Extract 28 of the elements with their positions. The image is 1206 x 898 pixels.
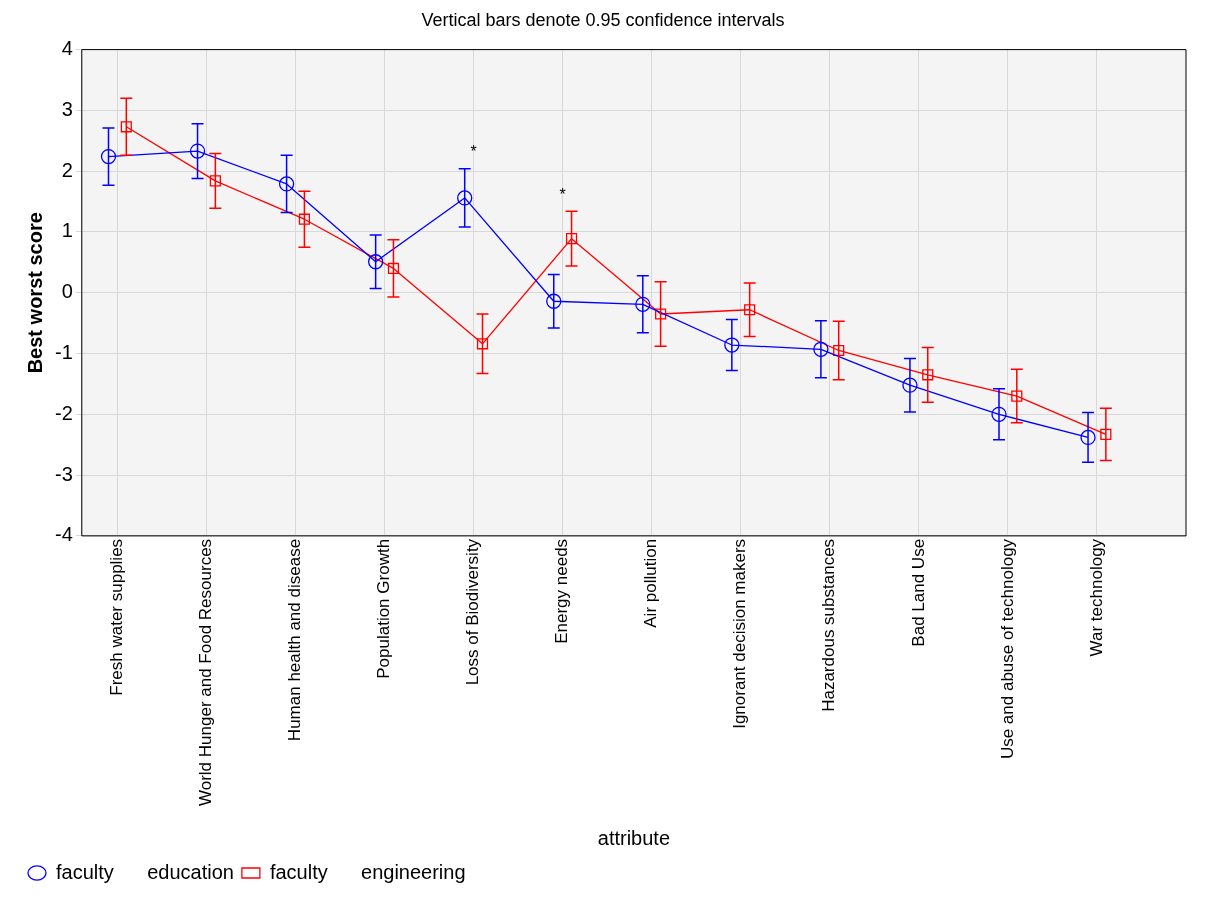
y-tick-label: -3: [54, 462, 73, 485]
y-tick-label: -2: [54, 401, 73, 424]
x-tick-label: Human health and disease: [285, 538, 305, 742]
y-tick-label: 1: [61, 219, 73, 242]
annotation: *: [470, 143, 477, 161]
chart-title: Vertical bars denote 0.95 confidence intervals: [421, 9, 785, 30]
x-tick-label: Hazardous substances: [819, 538, 839, 712]
x-tick-label: Use and abuse of technology: [997, 538, 1017, 760]
legend-label: faculty engineering: [269, 860, 466, 883]
x-tick-label: World Hunger and Food Resources: [196, 538, 216, 807]
y-tick-label: 4: [61, 37, 73, 60]
y-tick-label: 0: [61, 280, 73, 303]
y-tick-label: 3: [61, 97, 73, 120]
x-tick-label: War technology: [1086, 538, 1106, 657]
y-axis-title: Best worst score: [23, 212, 46, 374]
x-tick-label: Loss of Biodiversity: [463, 538, 483, 686]
x-tick-label: Air pollution: [641, 538, 661, 628]
x-tick-label: Energy needs: [552, 538, 572, 644]
x-tick-label: Fresh water supplies: [107, 538, 127, 696]
x-tick-label: Population Growth: [374, 538, 394, 679]
y-tick-label: 2: [61, 158, 73, 181]
annotation: *: [559, 185, 566, 203]
y-tick-label: -4: [54, 523, 73, 546]
x-tick-label: Ignorant decision makers: [730, 538, 750, 729]
y-tick-label: -1: [54, 341, 73, 364]
x-axis-title: attribute: [597, 826, 671, 849]
legend-label: faculty education: [56, 860, 234, 883]
x-tick-label: Bad Land Use: [908, 538, 928, 647]
